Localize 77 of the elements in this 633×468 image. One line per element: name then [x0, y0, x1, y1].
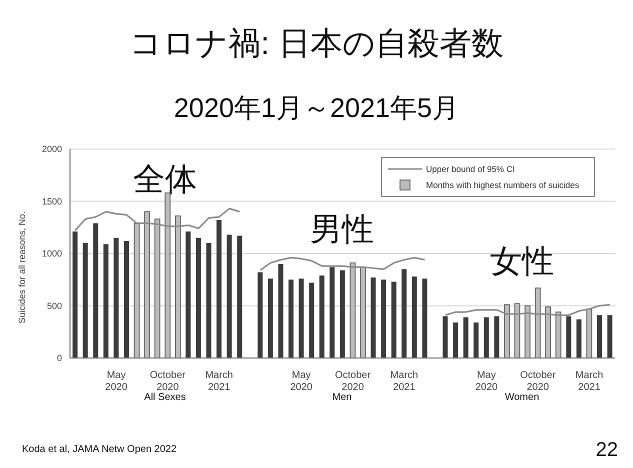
text: Men: [332, 392, 352, 403]
bar: [340, 270, 345, 358]
y-axis-title: Suicides for all reasons, No.: [17, 211, 28, 324]
annotation: 女性: [490, 243, 554, 279]
y-tick-label: 500: [46, 300, 62, 311]
bar: [514, 303, 520, 358]
bar: [72, 232, 78, 358]
bar: [350, 262, 356, 358]
bar: [93, 223, 98, 358]
bar: [555, 312, 562, 358]
x-tick-label: October 2020: [334, 370, 372, 393]
bar: [206, 243, 212, 358]
bar: [309, 282, 314, 358]
bar: [607, 315, 612, 358]
annotation: 男性: [310, 211, 374, 247]
bar: [196, 238, 201, 358]
bar: [226, 234, 232, 358]
bar: [566, 316, 572, 358]
bar: [237, 236, 242, 358]
bar: [319, 275, 324, 358]
bar: [504, 304, 510, 358]
bar: [402, 269, 407, 358]
x-tick-label: October 2020: [150, 370, 186, 393]
bar: [422, 278, 428, 358]
bar: [144, 211, 150, 358]
bar: [154, 218, 160, 358]
y-tick-label: 2000: [42, 144, 62, 154]
bar: [268, 278, 273, 358]
bar: [258, 272, 263, 358]
bar: [463, 317, 468, 358]
bar: [134, 222, 140, 358]
x-tick-label: March 2021: [205, 370, 233, 393]
bar: [298, 278, 304, 358]
text: 22: [596, 439, 618, 461]
bar: [124, 240, 129, 358]
bar: [186, 232, 191, 358]
x-tick-label: March 2021: [575, 370, 604, 393]
bar: [114, 238, 119, 358]
x-tick-label: May 2020: [475, 370, 498, 393]
bar: [216, 220, 222, 358]
y-tick-label: 1500: [42, 196, 62, 206]
bar: [576, 319, 582, 358]
bar: [534, 288, 541, 358]
bar: [545, 306, 551, 358]
legend-label: Upper bound of 95% CI: [426, 164, 515, 174]
bar: [484, 317, 489, 358]
y-tick-label: 1000: [42, 248, 62, 259]
bar: [453, 322, 458, 358]
y-tick-label: 0: [56, 353, 62, 364]
bar: [103, 244, 108, 358]
x-tick-label: May 2020: [105, 370, 128, 393]
chart-title: コロナ禍: 日本の自殺者数: [128, 24, 504, 63]
bar: [524, 305, 530, 358]
bar: [288, 280, 294, 358]
bar: [412, 276, 417, 358]
bar: [330, 267, 335, 358]
x-tick-label: May 2020: [290, 370, 313, 393]
bar: [82, 243, 88, 358]
legend-label: Months with highest numbers of suicides: [426, 180, 580, 190]
bar: [494, 316, 500, 358]
bar: [360, 266, 366, 358]
x-tick-label: October 2020: [520, 370, 556, 393]
text: Women: [504, 392, 540, 403]
text: All Sexes: [144, 392, 186, 403]
annotation: 全体: [133, 161, 197, 197]
bar: [474, 322, 479, 358]
text: Koda et al, JAMA Netw Open 2022: [22, 444, 177, 455]
bar: [442, 316, 448, 358]
bar: [597, 315, 602, 358]
x-tick-label: March 2021: [390, 370, 418, 393]
bar: [175, 215, 181, 358]
chart-subtitle: 2020年1月～2021年5月: [172, 92, 460, 125]
bar: [370, 278, 376, 358]
bar: [381, 280, 386, 358]
bar: [586, 308, 592, 358]
bar: [391, 282, 396, 358]
bar: [278, 264, 284, 358]
